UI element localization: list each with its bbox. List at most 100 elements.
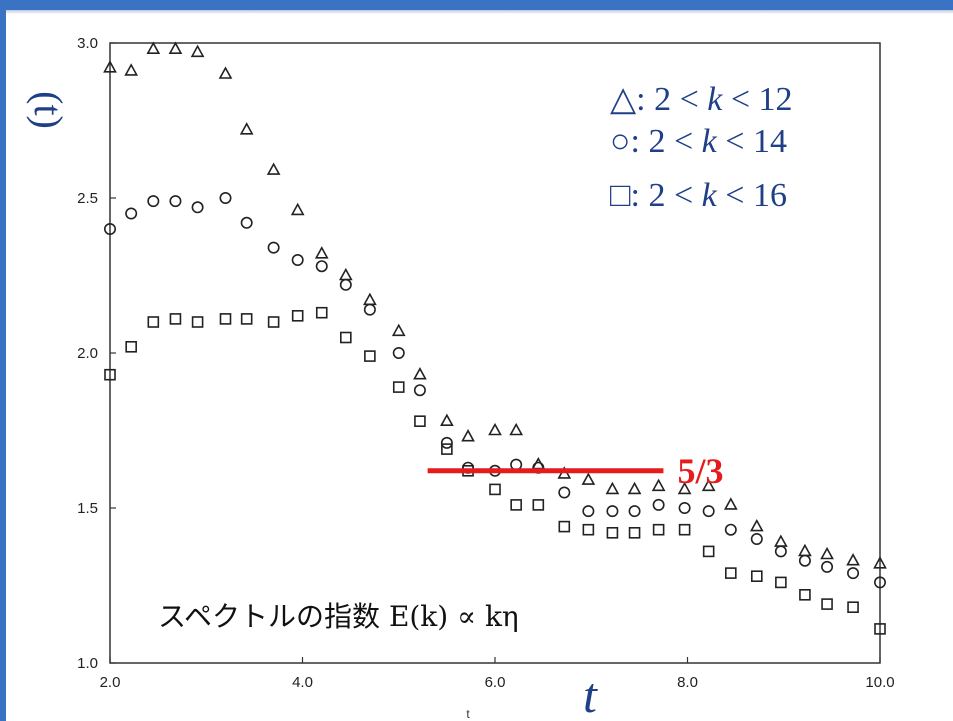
square-point [628,526,641,539]
triangle-point [677,481,692,495]
square-point [191,316,204,328]
circle-point [798,554,811,567]
square-point [725,567,737,579]
triangle-point [168,41,183,55]
triangle-point [124,63,139,76]
circle-point [291,254,304,267]
y-tick-label: 1.5 [77,500,98,517]
triangle-point [627,481,642,495]
axis-ticks: 2.0 4.0 6.0 8.0 10.0 1.0 1.5 2.0 2.5 3.0 [77,35,894,691]
circle-point [774,545,787,558]
square-point [147,316,160,328]
circle-point [267,241,280,254]
legend-item-square: □: 2 < k < 16 [610,177,787,214]
triangle-point [723,497,738,510]
circle-point [606,505,619,518]
triangle-point [218,66,233,79]
square-point [652,523,665,536]
triangle-point [701,478,716,492]
square-point [532,499,545,511]
annotation-label: 5/3 [677,451,723,491]
triangle-point [651,478,666,492]
chart-caption: スペクトルの指数 E(k) ∝ kη [158,600,519,633]
triangle-point [581,472,596,485]
circle-point [413,384,426,397]
square-point [104,368,116,381]
square-point [775,576,787,589]
square-point [219,313,232,325]
circle-point [219,192,232,205]
x-axis-sub-label: t [466,707,470,721]
square-point [510,499,522,511]
square-point [799,588,811,601]
square-point [441,443,453,455]
triangle-point [314,246,329,259]
circle-point [724,523,737,536]
circle-point [702,505,715,518]
square-point [240,313,253,325]
slide-left-border [0,0,6,721]
triangle-point [605,481,620,495]
square-point [582,523,595,536]
circle-point [582,505,595,518]
circle-point [628,505,641,518]
y-tick-label: 3.0 [77,35,98,52]
triangle-point [190,44,205,58]
triangle-point [413,367,427,380]
square-point [291,309,304,322]
square-point [315,306,328,319]
square-point [340,331,352,344]
square-point [267,316,280,328]
square-point [392,381,405,393]
triangle-point [103,60,117,73]
triangle-point [266,162,281,175]
circle-point [392,346,405,359]
circle-point [750,532,763,545]
triangle-point [749,518,764,532]
circle-point [558,486,571,499]
x-axis-label: t [583,667,598,721]
triangle-point [338,267,353,281]
x-tick-label: 4.0 [292,674,313,691]
circle-point [240,216,253,229]
circle-point [510,458,523,471]
triangle-point [820,546,834,560]
square-point [678,523,691,536]
triangle-point [488,422,502,436]
circle-point [652,498,665,511]
slide-top-shadow [6,10,953,14]
y-tick-label: 2.5 [77,190,98,207]
data-points [103,41,887,635]
triangle-point [391,323,406,337]
triangle-point [798,543,812,557]
circle-point [678,501,691,514]
square-point [125,340,137,353]
circle-point [147,195,160,208]
square-point [847,601,859,614]
circle-point [125,207,138,220]
x-tick-label: 10.0 [865,674,894,691]
legend: △: 2 < k < 12 ○: 2 < k < 14 □: 2 < k < 1… [610,81,793,214]
slide-top-border [0,0,953,10]
y-tick-label: 1.0 [77,655,98,672]
triangle-point [146,41,161,55]
circle-point [339,278,352,291]
y-tick-label: 2.0 [77,345,98,362]
legend-item-circle: ○: 2 < k < 14 [610,123,787,160]
legend-item-triangle: △: 2 < k < 12 [610,81,793,118]
square-point [606,526,619,539]
y-axis-label: (t) [26,91,71,129]
circle-point [104,223,117,236]
circle-point [821,560,834,573]
triangle-point [774,534,788,547]
square-point [874,623,886,635]
circle-point [440,436,453,449]
triangle-point [440,413,454,427]
circle-point [169,195,182,208]
triangle-point [846,553,860,566]
triangle-point [290,202,305,216]
square-point [169,313,182,325]
square-point [489,483,501,496]
x-tick-label: 2.0 [100,674,121,691]
